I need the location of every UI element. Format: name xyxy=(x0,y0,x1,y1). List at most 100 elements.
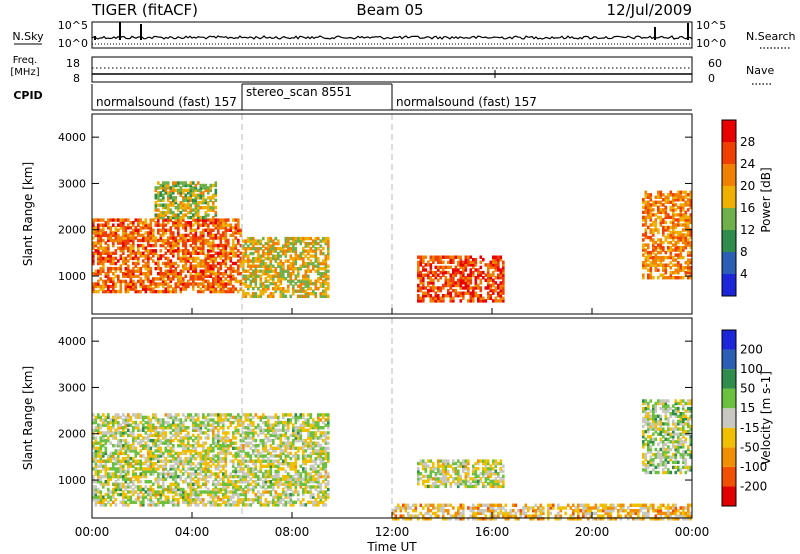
echo-cell xyxy=(284,289,288,293)
echo-cell xyxy=(277,444,280,448)
echo-cell xyxy=(94,469,98,474)
echo-cell xyxy=(309,451,313,456)
echo-cell xyxy=(149,269,153,273)
echo-cell xyxy=(279,274,283,278)
echo-cell xyxy=(152,289,155,294)
echo-cell xyxy=(227,446,230,450)
echo-cell xyxy=(147,274,150,278)
echo-cell xyxy=(249,503,253,507)
echo-cell xyxy=(649,271,653,275)
echo-cell xyxy=(194,449,198,453)
echo-cell xyxy=(232,441,235,445)
echo-cell xyxy=(109,451,113,456)
echo-cell xyxy=(252,433,255,438)
echo-cell xyxy=(194,183,198,188)
echo-cell xyxy=(664,195,668,199)
echo-cell xyxy=(214,198,218,202)
echo-cell xyxy=(302,262,305,266)
echo-cell xyxy=(317,454,320,458)
echo-cell xyxy=(494,299,498,303)
echo-cell xyxy=(304,241,308,246)
echo-cell xyxy=(97,500,100,504)
echo-cell xyxy=(112,426,115,430)
echo-cell xyxy=(109,503,113,507)
echo-cell xyxy=(249,431,253,435)
echo-cell xyxy=(424,268,428,272)
nsearch-label: N.Search xyxy=(746,30,796,43)
echo-cell xyxy=(152,243,155,248)
echo-cell xyxy=(437,258,440,262)
echo-cell xyxy=(174,467,178,471)
echo-cell xyxy=(267,423,270,427)
echo-cell xyxy=(119,415,123,420)
echo-cell xyxy=(194,474,198,479)
echo-cell xyxy=(177,228,180,232)
echo-cell xyxy=(222,243,225,248)
echo-cell xyxy=(227,279,230,284)
echo-cell xyxy=(169,193,173,197)
echo-cell xyxy=(232,436,235,440)
echo-cell xyxy=(182,226,185,230)
echo-cell xyxy=(222,441,225,445)
echo-cell xyxy=(277,498,280,502)
echo-cell xyxy=(269,480,273,484)
echo-cell xyxy=(192,467,195,471)
echo-cell xyxy=(189,472,193,476)
echo-cell xyxy=(327,236,330,241)
echo-cell xyxy=(284,485,288,489)
echo-cell xyxy=(144,261,148,266)
echo-cell xyxy=(207,251,210,255)
echo-cell xyxy=(272,423,275,427)
echo-cell xyxy=(184,498,188,502)
echo-cell xyxy=(162,492,165,497)
echo-cell xyxy=(177,454,180,458)
echo-cell xyxy=(309,431,313,435)
echo-cell xyxy=(172,477,175,481)
echo-cell xyxy=(112,464,115,468)
echo-cell xyxy=(92,487,95,492)
echo-cell xyxy=(174,492,178,497)
echo-cell xyxy=(134,251,138,255)
echo-cell xyxy=(679,218,683,222)
echo-cell xyxy=(287,267,290,271)
echo-cell xyxy=(304,282,308,286)
echo-cell xyxy=(184,462,188,466)
echo-cell xyxy=(109,256,113,261)
echo-cell xyxy=(137,274,140,278)
echo-cell xyxy=(219,218,223,222)
echo-cell xyxy=(149,469,153,474)
echo-cell xyxy=(644,233,648,237)
echo-cell xyxy=(129,226,133,230)
echo-cell xyxy=(477,294,480,298)
echo-cell xyxy=(92,433,95,438)
echo-cell xyxy=(92,272,95,276)
echo-cell xyxy=(499,299,503,303)
echo-cell xyxy=(279,259,283,263)
echo-cell xyxy=(679,248,683,252)
echo-cell xyxy=(257,294,260,298)
echo-cell xyxy=(247,503,250,507)
echo-cell xyxy=(259,279,263,283)
echo-cell xyxy=(177,464,180,468)
echo-cell xyxy=(212,208,215,212)
echo-cell xyxy=(204,215,208,220)
echo-cell xyxy=(274,503,278,507)
echo-cell xyxy=(674,213,678,217)
echo-cell xyxy=(177,428,180,432)
echo-cell xyxy=(94,289,98,294)
echo-cell xyxy=(169,264,173,268)
echo-cell xyxy=(142,282,145,286)
echo-cell xyxy=(662,240,665,245)
echo-cell xyxy=(652,238,655,242)
echo-cell xyxy=(219,487,223,492)
echo-cell xyxy=(234,446,238,450)
echo-cell xyxy=(114,431,118,435)
echo-cell xyxy=(122,428,125,432)
echo-cell xyxy=(192,418,195,422)
echo-cell xyxy=(222,418,225,422)
echo-cell xyxy=(209,413,213,417)
echo-cell xyxy=(289,274,293,278)
echo-cell xyxy=(147,243,150,248)
echo-cell xyxy=(462,281,465,285)
echo-cell xyxy=(244,459,248,463)
